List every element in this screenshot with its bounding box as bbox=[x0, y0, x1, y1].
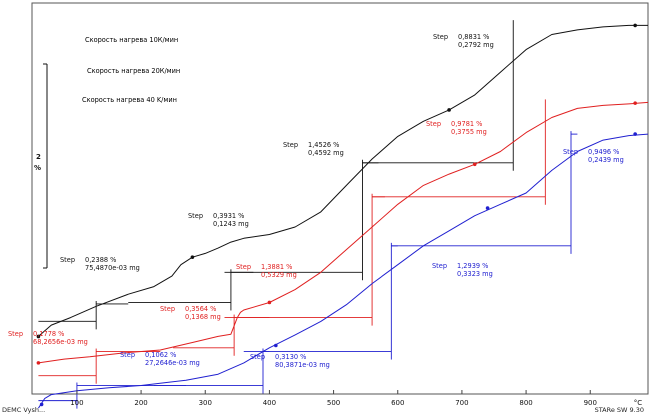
step-annotation-5: Step 0,1778 % 68,2656e-03 mg bbox=[8, 330, 88, 346]
step-annotation-2: Step 0,3931 % 0,1243 mg bbox=[188, 212, 249, 228]
scale-bar-value: 2 bbox=[36, 153, 41, 161]
step-label: Step bbox=[8, 330, 24, 338]
step-annotation-12: Step 0,9496 % 0,2439 mg bbox=[563, 148, 624, 164]
plot-border bbox=[31, 2, 649, 395]
step-annotation-11: Step 1,2939 % 0,3323 mg bbox=[432, 262, 493, 278]
x-tick-label-200: 200 bbox=[134, 399, 147, 407]
series-line-2 bbox=[38, 101, 649, 364]
step-percent: 0,2388 % bbox=[85, 256, 117, 264]
scale-bar: 2% bbox=[34, 63, 48, 269]
x-tick-label-600: 600 bbox=[391, 399, 404, 407]
step-mass: 80,3871e-03 mg bbox=[275, 361, 330, 369]
step-percent: 1,2939 % bbox=[457, 262, 489, 270]
step-label: Step bbox=[283, 141, 299, 149]
step-label: Step bbox=[250, 353, 266, 361]
step-label: Step bbox=[236, 263, 252, 271]
chart-frame bbox=[31, 2, 649, 395]
legend-item-40k: Скорость нагрева 40 K/мин bbox=[82, 96, 177, 104]
step-percent: 1,4526 % bbox=[308, 141, 340, 149]
x-tick-label-300: 300 bbox=[199, 399, 212, 407]
series-lines bbox=[37, 24, 649, 409]
x-tick-label-500: 500 bbox=[327, 399, 340, 407]
x-tick-label-100: 100 bbox=[70, 399, 83, 407]
step-mass: 27,2646e-03 mg bbox=[145, 359, 200, 367]
step-percent: 0,1062 % bbox=[145, 351, 177, 359]
step-mass: 0,1243 mg bbox=[213, 220, 249, 228]
step-markers bbox=[36, 20, 637, 409]
footer-left: DEMC Vysh... bbox=[2, 406, 46, 414]
step-mass: 0,5329 mg bbox=[261, 271, 297, 279]
legend-item-10k: Скорость нагрева 10К/мин bbox=[85, 36, 179, 44]
x-tick-label-800: 800 bbox=[519, 399, 532, 407]
step-percent: 0,1778 % bbox=[33, 330, 65, 338]
footer-right: STARe SW 9.30 bbox=[594, 406, 644, 414]
step-label: Step bbox=[120, 351, 136, 359]
step-mass: 0,2439 mg bbox=[588, 156, 624, 164]
step-label: Step bbox=[188, 212, 204, 220]
step-percent: 0,3130 % bbox=[275, 353, 307, 361]
step-annotation-6: Step 0,3564 % 0,1368 mg bbox=[160, 305, 221, 321]
step-label: Step bbox=[432, 262, 448, 270]
step-label: Step bbox=[433, 33, 449, 41]
step-label: Step bbox=[426, 120, 442, 128]
x-axis-unit: °C bbox=[634, 399, 643, 407]
step-mass: 75,4870e-03 mg bbox=[85, 264, 140, 272]
series-line-1 bbox=[38, 24, 648, 337]
step-percent: 1,3881 % bbox=[261, 263, 293, 271]
step-percent: 0,9496 % bbox=[588, 148, 620, 156]
x-tick-label-900: 900 bbox=[584, 399, 597, 407]
step-label: Step bbox=[563, 148, 579, 156]
step-percent: 0,3564 % bbox=[185, 305, 217, 313]
step-mass: 0,2792 mg bbox=[458, 41, 494, 49]
step-marker-11 bbox=[485, 206, 490, 210]
step-annotation-9: Step 0,1062 % 27,2646e-03 mg bbox=[120, 351, 200, 367]
step-mass: 0,4592 mg bbox=[308, 149, 344, 157]
step-percent: 0,3931 % bbox=[213, 212, 245, 220]
step-annotation-1: Step 0,2388 % 75,4870e-03 mg bbox=[60, 256, 140, 272]
step-label: Step bbox=[60, 256, 76, 264]
series-line-3 bbox=[37, 133, 649, 409]
step-mass: 0,3755 mg bbox=[451, 128, 487, 136]
step-mass: 0,1368 mg bbox=[185, 313, 221, 321]
step-mass: 68,2656e-03 mg bbox=[33, 338, 88, 346]
step-percent: 0,8831 % bbox=[458, 33, 490, 41]
step-label: Step bbox=[160, 305, 176, 313]
step-annotation-8: Step 0,9781 % 0,3755 mg bbox=[426, 120, 487, 136]
scale-bar-unit: % bbox=[34, 164, 41, 172]
step-mass: 0,3323 mg bbox=[457, 270, 493, 278]
step-percent: 0,9781 % bbox=[451, 120, 483, 128]
step-annotation-4: Step 0,8831 % 0,2792 mg bbox=[433, 33, 494, 49]
x-axis: 100 200 300 400 500 600 700 800 900 °C bbox=[70, 390, 642, 407]
legend-item-20k: Скорость нагрева 20К/мин bbox=[87, 67, 181, 75]
x-tick-label-700: 700 bbox=[455, 399, 468, 407]
step-annotation-3: Step 1,4526 % 0,4592 mg bbox=[283, 141, 344, 157]
step-annotation-7: Step 1,3881 % 0,5329 mg bbox=[236, 263, 297, 279]
step-annotation-10: Step 0,3130 % 80,3871e-03 mg bbox=[250, 353, 330, 369]
x-tick-label-400: 400 bbox=[263, 399, 276, 407]
